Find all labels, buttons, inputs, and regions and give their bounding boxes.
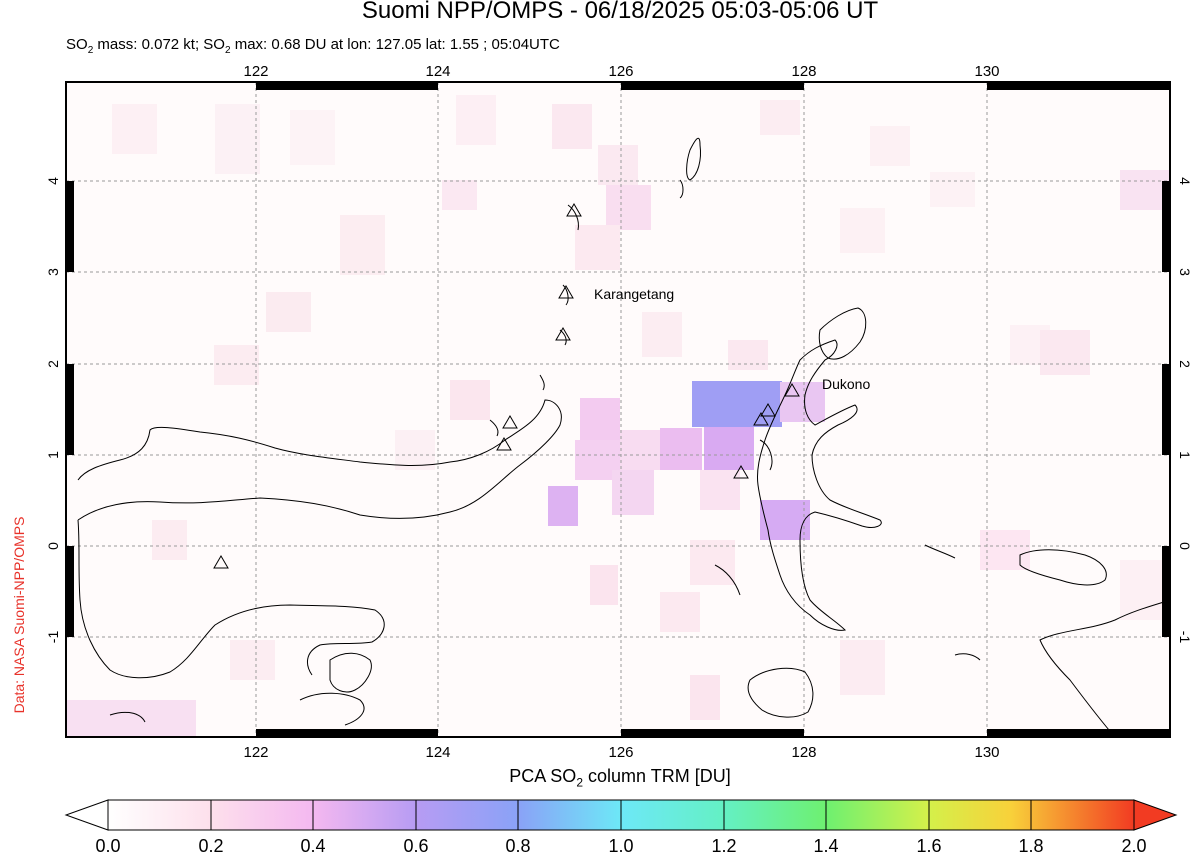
volcano-icon bbox=[496, 437, 512, 451]
volcano-icon bbox=[760, 403, 776, 417]
frame-ticks bbox=[66, 82, 1170, 737]
svg-text:4: 4 bbox=[45, 177, 61, 185]
svg-text:3: 3 bbox=[45, 268, 61, 276]
grid-lines bbox=[66, 82, 1170, 737]
map-title: Suomi NPP/OMPS - 06/18/2025 05:03-05:06 … bbox=[361, 0, 879, 24]
volcano-icon bbox=[502, 415, 518, 429]
colorbar-tick-labels: 0.0 0.2 0.4 0.6 0.8 1.0 1.2 1.4 1.6 1.8 … bbox=[95, 836, 1146, 855]
svg-text:2.0: 2.0 bbox=[1121, 836, 1146, 855]
lat-labels-right: 4 3 2 1 0 -1 bbox=[1177, 177, 1193, 643]
svg-text:126: 126 bbox=[608, 63, 633, 80]
lat-labels-left: 4 3 2 1 0 -1 bbox=[45, 177, 61, 643]
volcano-icon bbox=[753, 412, 769, 426]
volcano-icon bbox=[213, 555, 229, 569]
svg-text:1.6: 1.6 bbox=[916, 836, 941, 855]
volcano-markers bbox=[213, 203, 800, 569]
svg-text:1: 1 bbox=[1177, 451, 1193, 459]
svg-text:0: 0 bbox=[1177, 542, 1193, 550]
svg-text:130: 130 bbox=[974, 63, 999, 80]
svg-text:1.8: 1.8 bbox=[1018, 836, 1043, 855]
colorbar bbox=[64, 799, 1178, 831]
svg-text:1: 1 bbox=[45, 451, 61, 459]
volcano-icon bbox=[558, 285, 574, 299]
svg-text:2: 2 bbox=[1177, 360, 1193, 368]
svg-text:128: 128 bbox=[791, 744, 816, 761]
so2-pixels bbox=[66, 95, 1170, 737]
lon-labels-bottom: 122 124 126 128 130 bbox=[243, 744, 999, 761]
volcano-icon bbox=[555, 327, 571, 341]
svg-text:1.0: 1.0 bbox=[608, 836, 633, 855]
svg-text:0.8: 0.8 bbox=[505, 836, 530, 855]
volcano-icon bbox=[784, 383, 800, 397]
svg-text:2: 2 bbox=[45, 360, 61, 368]
volcano-label-dukono: Dukono bbox=[822, 376, 870, 392]
svg-text:130: 130 bbox=[974, 744, 999, 761]
svg-text:4: 4 bbox=[1177, 177, 1193, 185]
map-subtitle: SO2 mass: 0.072 kt; SO2 max: 0.68 DU at … bbox=[66, 36, 560, 56]
svg-text:1.4: 1.4 bbox=[813, 836, 838, 855]
svg-text:122: 122 bbox=[243, 63, 268, 80]
volcano-icon bbox=[566, 203, 582, 217]
svg-text:-1: -1 bbox=[1177, 631, 1193, 644]
svg-text:126: 126 bbox=[608, 744, 633, 761]
svg-text:0: 0 bbox=[45, 542, 61, 550]
svg-text:122: 122 bbox=[243, 744, 268, 761]
svg-text:-1: -1 bbox=[45, 631, 61, 644]
svg-text:124: 124 bbox=[425, 744, 450, 761]
svg-text:0.4: 0.4 bbox=[300, 836, 325, 855]
lon-labels-top: 122 124 126 128 130 bbox=[243, 63, 999, 80]
svg-text:124: 124 bbox=[425, 63, 450, 80]
svg-text:3: 3 bbox=[1177, 268, 1193, 276]
svg-text:128: 128 bbox=[791, 63, 816, 80]
svg-text:0.6: 0.6 bbox=[403, 836, 428, 855]
volcano-label-karangetang: Karangetang bbox=[594, 286, 674, 302]
colorbar-title: PCA SO2 column TRM [DU] bbox=[509, 766, 731, 790]
volcano-icon bbox=[733, 465, 749, 479]
svg-text:0.0: 0.0 bbox=[95, 836, 120, 855]
svg-text:1.2: 1.2 bbox=[711, 836, 736, 855]
svg-text:0.2: 0.2 bbox=[198, 836, 223, 855]
